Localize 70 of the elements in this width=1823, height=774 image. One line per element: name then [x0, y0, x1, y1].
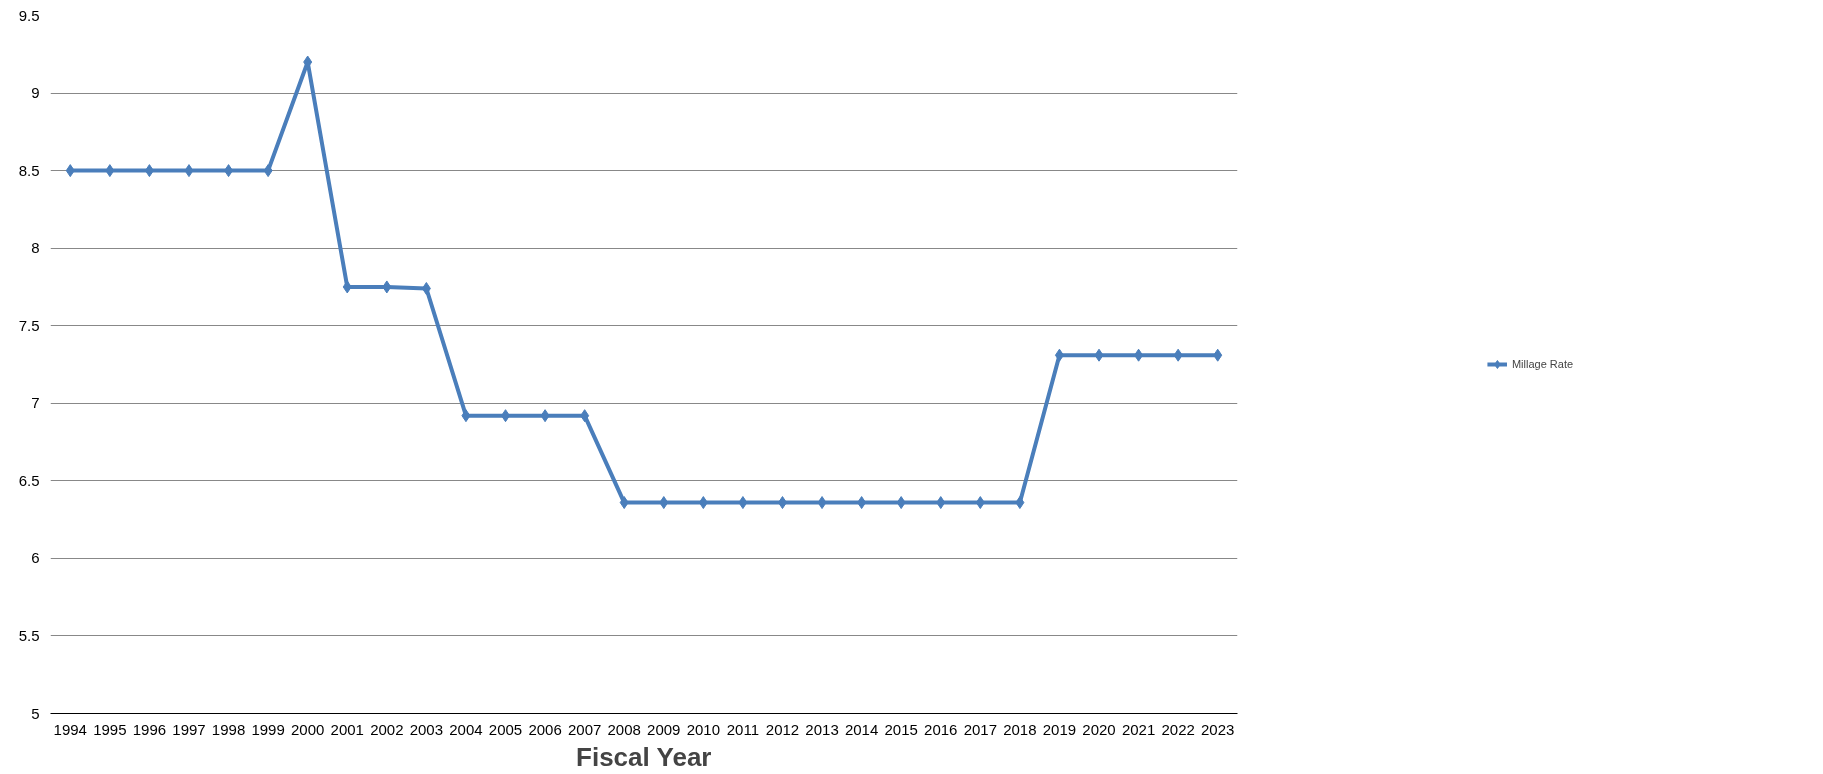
point [461, 409, 471, 423]
x-tick-label: 2015 [884, 720, 918, 738]
x-tick-label: 2003 [409, 720, 444, 738]
point [184, 164, 194, 178]
point [144, 164, 154, 178]
point [738, 496, 748, 510]
point [659, 496, 669, 510]
x-tick-label: 1999 [251, 720, 285, 738]
point [698, 496, 708, 510]
point [1213, 348, 1223, 362]
point [857, 496, 867, 510]
x-tick-label: 2009 [647, 720, 681, 738]
point [1134, 348, 1144, 362]
x-tick-label: 2022 [1161, 720, 1195, 738]
point [896, 496, 906, 510]
x-tick-label: 2006 [528, 720, 562, 738]
x-tick-label: 2000 [291, 720, 325, 738]
x-tick-label: 2012 [765, 720, 800, 738]
x-tick-label: 2007 [567, 720, 602, 738]
x-tick-label: 2021 [1121, 720, 1156, 738]
point [382, 280, 392, 294]
x-tick-label: 2014 [844, 720, 879, 738]
y-tick-label: 6 [31, 549, 40, 567]
point [263, 164, 273, 178]
point [105, 164, 115, 178]
x-tick-label: 1996 [132, 720, 167, 738]
y-tick-label: 5.5 [18, 626, 40, 644]
x-tick-label: 2019 [1042, 720, 1077, 738]
y-tick-label: 8.5 [18, 161, 40, 179]
point [1094, 348, 1104, 362]
x-tick-label: 2013 [805, 720, 839, 738]
x-tick-label: 2023 [1201, 720, 1235, 738]
x-tick-label: 1998 [211, 720, 246, 738]
y-tick-label: 5 [31, 704, 40, 722]
point [619, 496, 629, 510]
point [65, 164, 75, 178]
y-tick-label: 6.5 [18, 471, 40, 489]
point [342, 280, 352, 294]
x-tick-label: 1994 [53, 720, 87, 738]
point [777, 496, 787, 510]
legend-label: Millage Rate [1511, 358, 1574, 370]
x-tick-label: 2002 [370, 720, 404, 738]
x-tick-label: 2004 [449, 720, 483, 738]
x-tick-label: 2020 [1082, 720, 1116, 738]
point [501, 409, 511, 423]
x-tick-label: 2017 [963, 720, 998, 738]
point [1015, 496, 1025, 510]
point [1054, 348, 1064, 362]
point [540, 409, 550, 423]
point [817, 496, 827, 510]
point [936, 496, 946, 510]
x-tick-label: 2008 [607, 720, 641, 738]
point [224, 164, 234, 178]
x-tick-label: 1995 [93, 720, 127, 738]
x-tick-label: 2018 [1003, 720, 1037, 738]
y-tick-label: 9.5 [18, 6, 40, 24]
x-tick-label: 2005 [488, 720, 523, 738]
x-tick-label: 2016 [924, 720, 958, 738]
x-axis-title: Fiscal Year [576, 741, 712, 772]
point [1173, 348, 1183, 362]
y-tick-label: 8 [31, 239, 40, 257]
point [580, 409, 590, 423]
point [975, 496, 985, 510]
y-tick-label: 7 [31, 394, 40, 412]
x-tick-label: 2010 [686, 720, 721, 738]
x-tick-label: 2001 [330, 720, 364, 738]
x-tick-label: 2011 [726, 720, 760, 738]
y-tick-label: 7.5 [18, 316, 40, 334]
x-tick-label: 1997 [172, 720, 206, 738]
y-tick-label: 9 [31, 84, 40, 102]
